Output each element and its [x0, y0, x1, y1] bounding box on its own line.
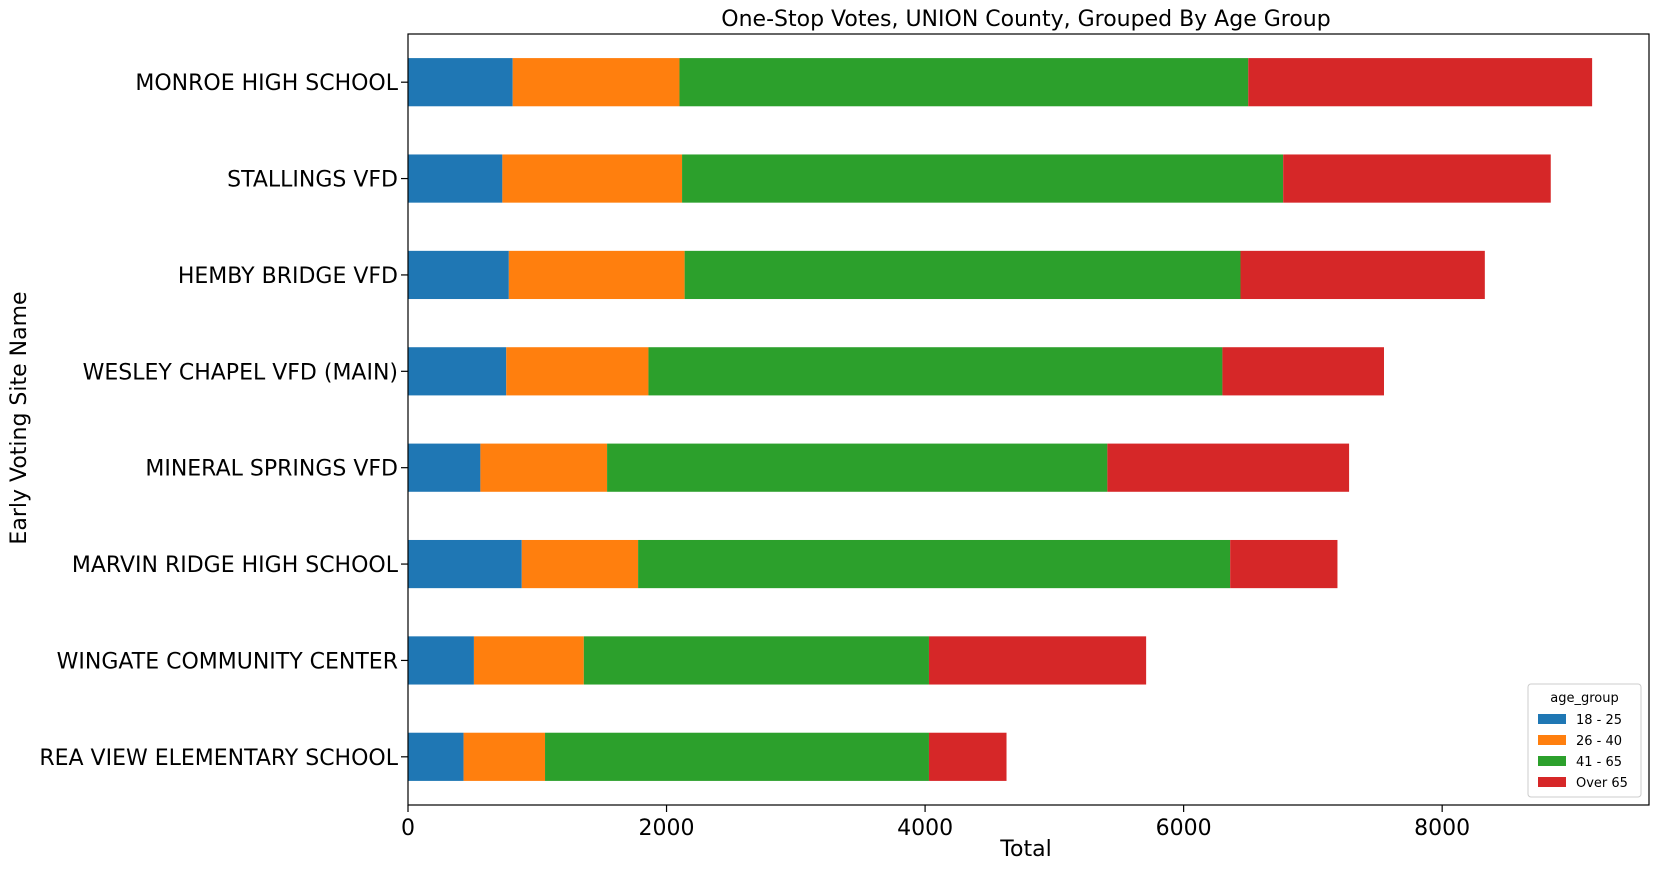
legend-label: 41 - 65 [1576, 755, 1622, 770]
bar-segment [506, 347, 649, 396]
bar-segment [408, 443, 481, 492]
bar-segment [408, 539, 522, 589]
category-label: REA VIEW ELEMENTARY SCHOOL [39, 746, 398, 771]
bar-segment [408, 732, 464, 781]
bar-segment [1230, 539, 1338, 589]
category-label: WESLEY CHAPEL VFD (MAIN) [83, 360, 398, 385]
bar-segment [928, 636, 1147, 685]
bar-segment [1248, 58, 1593, 107]
bar-segment [463, 732, 546, 781]
legend-box [1527, 683, 1642, 798]
legend-swatch [1538, 714, 1566, 724]
bar-segment [502, 154, 683, 203]
bar-segment [408, 636, 474, 685]
bar-segment [583, 636, 929, 685]
bar-segment [1240, 250, 1485, 300]
bar-segment [508, 250, 685, 300]
bar-segment [473, 636, 584, 685]
legend-label: 26 - 40 [1576, 734, 1622, 749]
bar-segment [1107, 443, 1350, 492]
bar-segment [512, 58, 680, 107]
plot-area: MONROE HIGH SCHOOL STALLINGS VFD HEMBY BRI… [39, 33, 1650, 841]
legend-label: Over 65 [1576, 776, 1628, 791]
bar-segment [480, 443, 608, 492]
category-label: HEMBY BRIDGE VFD [178, 264, 398, 289]
legend-label: 18 - 25 [1576, 713, 1622, 728]
bar-segment [1283, 154, 1551, 203]
bar-segment [521, 539, 639, 589]
plot-frame [407, 33, 1650, 806]
bar-segment [928, 732, 1007, 781]
x-tick-label: 8000 [1414, 816, 1470, 841]
bar-segment [607, 443, 1108, 492]
legend-swatch [1538, 756, 1566, 766]
bar-segment [408, 250, 509, 300]
legend-swatch [1538, 777, 1566, 787]
category-label: STALLINGS VFD [227, 168, 398, 193]
chart-title: One-Stop Votes, UNION County, Grouped By… [721, 7, 1330, 32]
bar-segment [682, 154, 1284, 203]
y-axis-label: Early Voting Site Name [7, 291, 32, 544]
x-tick-label: 6000 [1156, 816, 1212, 841]
bar-segment [408, 154, 503, 203]
bar-segment [408, 347, 507, 396]
category-label: MONROE HIGH SCHOOL [135, 71, 398, 96]
legend-swatch [1538, 735, 1566, 745]
x-tick-label: 0 [401, 816, 415, 841]
category-label: WINGATE COMMUNITY CENTER [57, 649, 398, 674]
bar-segment [638, 539, 1231, 589]
bar-segment [545, 732, 929, 781]
category-label: MINERAL SPRINGS VFD [145, 457, 398, 482]
category-label: MARVIN RIDGE HIGH SCHOOL [72, 553, 399, 578]
x-axis-label: Total [999, 837, 1051, 862]
bar-segment [679, 58, 1249, 107]
bar-segment [648, 347, 1223, 396]
x-tick-label: 2000 [639, 816, 695, 841]
legend-title: age_group [1550, 691, 1618, 706]
bar-segment [1222, 347, 1384, 396]
x-tick-label: 4000 [897, 816, 953, 841]
bar-segment [408, 58, 513, 107]
bar-segment [684, 250, 1241, 300]
legend: age_group 18 - 25 26 - 40 41 - 65 Over 65 [1527, 683, 1642, 798]
